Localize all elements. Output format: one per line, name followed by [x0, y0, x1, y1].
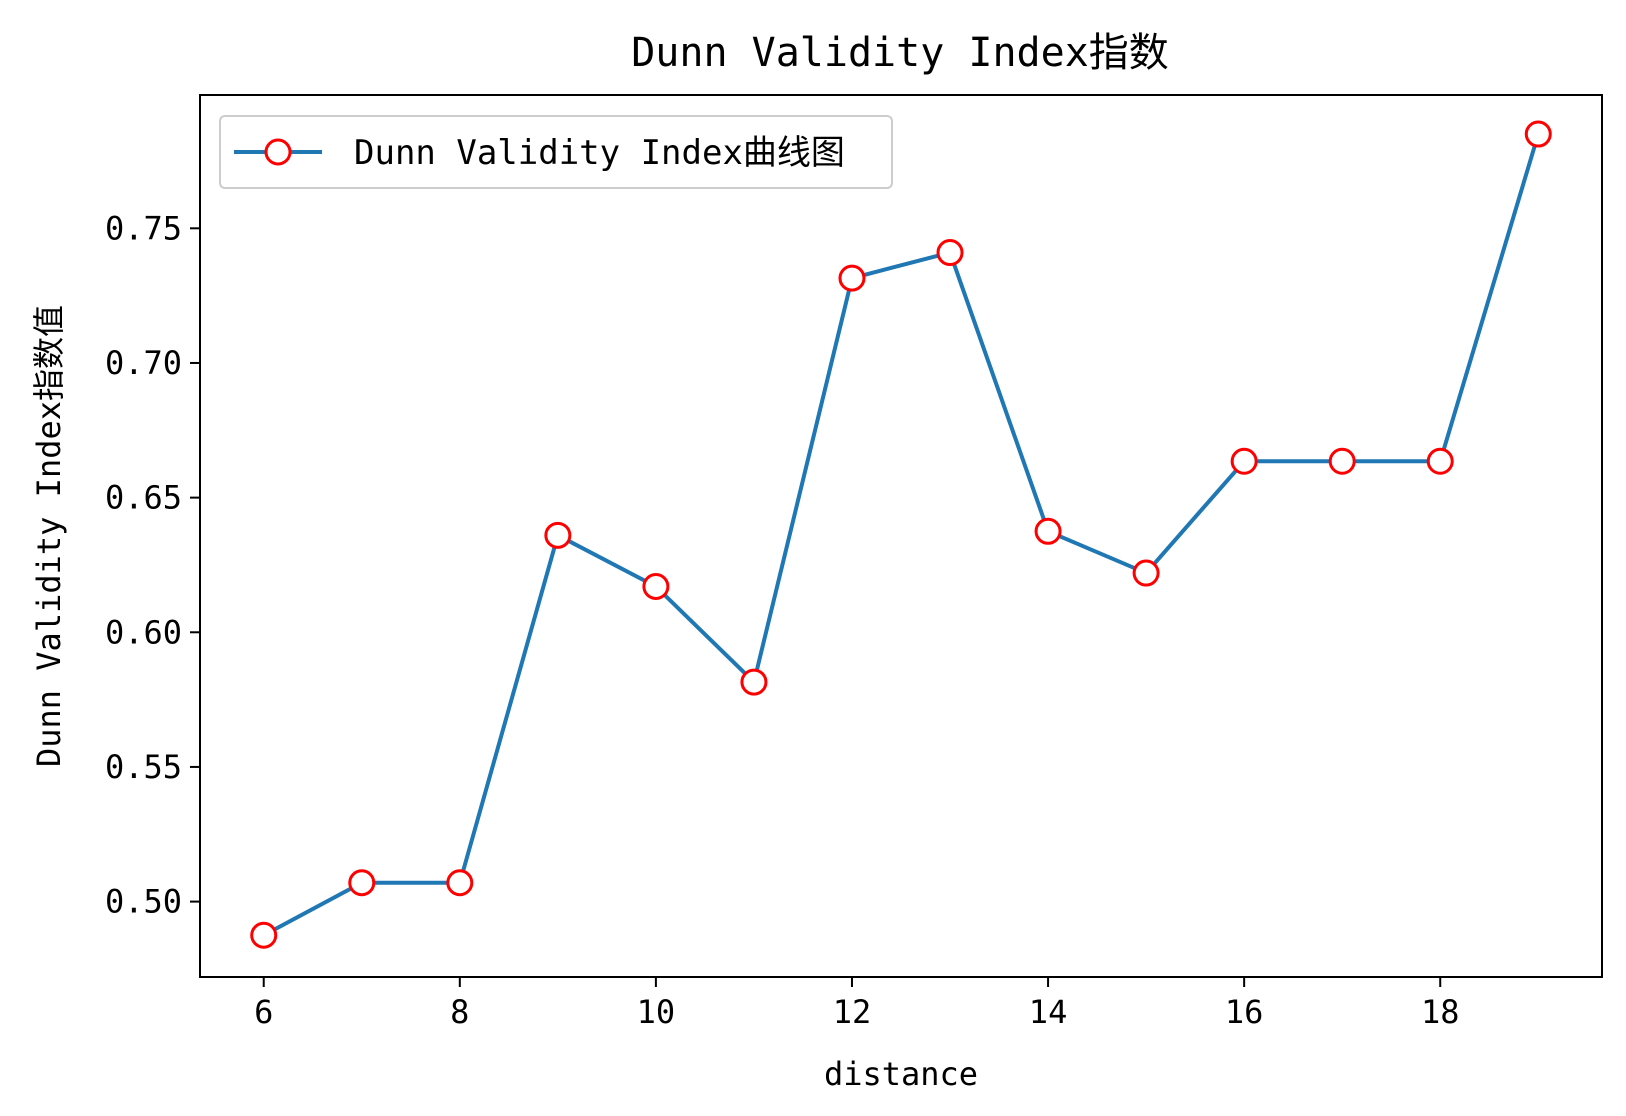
- x-tick-label: 10: [637, 993, 676, 1031]
- data-point: [740, 668, 768, 696]
- x-tick-label: 14: [1029, 993, 1068, 1031]
- data-point: [1132, 559, 1160, 587]
- data-point: [544, 521, 572, 549]
- data-point: [1328, 447, 1356, 475]
- chart-title: Dunn Validity Index指数: [631, 30, 1169, 76]
- x-tick-label: 16: [1225, 993, 1264, 1031]
- y-tick-label: 0.60: [105, 613, 182, 651]
- legend-box: [219, 115, 893, 189]
- data-point: [936, 239, 964, 267]
- x-axis: 6 8 10 12 14 16 18: [254, 977, 1459, 1031]
- legend: Dunn Validity Index曲线图: [219, 115, 893, 189]
- data-point: [1524, 120, 1552, 148]
- series-markers: [250, 120, 1552, 949]
- x-tick-label: 12: [833, 993, 872, 1031]
- x-tick-label: 8: [450, 993, 469, 1031]
- data-point: [1230, 447, 1258, 475]
- data-point: [250, 921, 278, 949]
- legend-entry-label: Dunn Validity Index曲线图: [354, 133, 845, 173]
- y-tick-label: 0.65: [105, 479, 182, 517]
- plot-area: 6 8 10 12 14 16 18 0.50 0.55 0.60 0.65 0.70 0.75: [105, 94, 1603, 1031]
- y-tick-label: 0.75: [105, 209, 182, 247]
- y-tick-label: 0.55: [105, 748, 182, 786]
- x-tick-label: 18: [1421, 993, 1460, 1031]
- data-point: [1426, 447, 1454, 475]
- y-axis-label: Dunn Validity Index指数值: [30, 305, 68, 767]
- plot-frame: [199, 94, 1603, 978]
- x-tick-label: 6: [254, 993, 273, 1031]
- x-axis-label: distance: [824, 1055, 978, 1093]
- y-tick-label: 0.50: [105, 883, 182, 921]
- data-point: [348, 869, 376, 897]
- data-point: [1034, 517, 1062, 545]
- series-line: [262, 133, 1541, 938]
- data-point: [838, 264, 866, 292]
- data-point: [642, 572, 670, 600]
- legend-marker-swatch: [264, 138, 292, 166]
- y-tick-label: 0.70: [105, 344, 182, 382]
- data-point: [446, 869, 474, 897]
- y-axis: 0.50 0.55 0.60 0.65 0.70 0.75: [105, 209, 200, 921]
